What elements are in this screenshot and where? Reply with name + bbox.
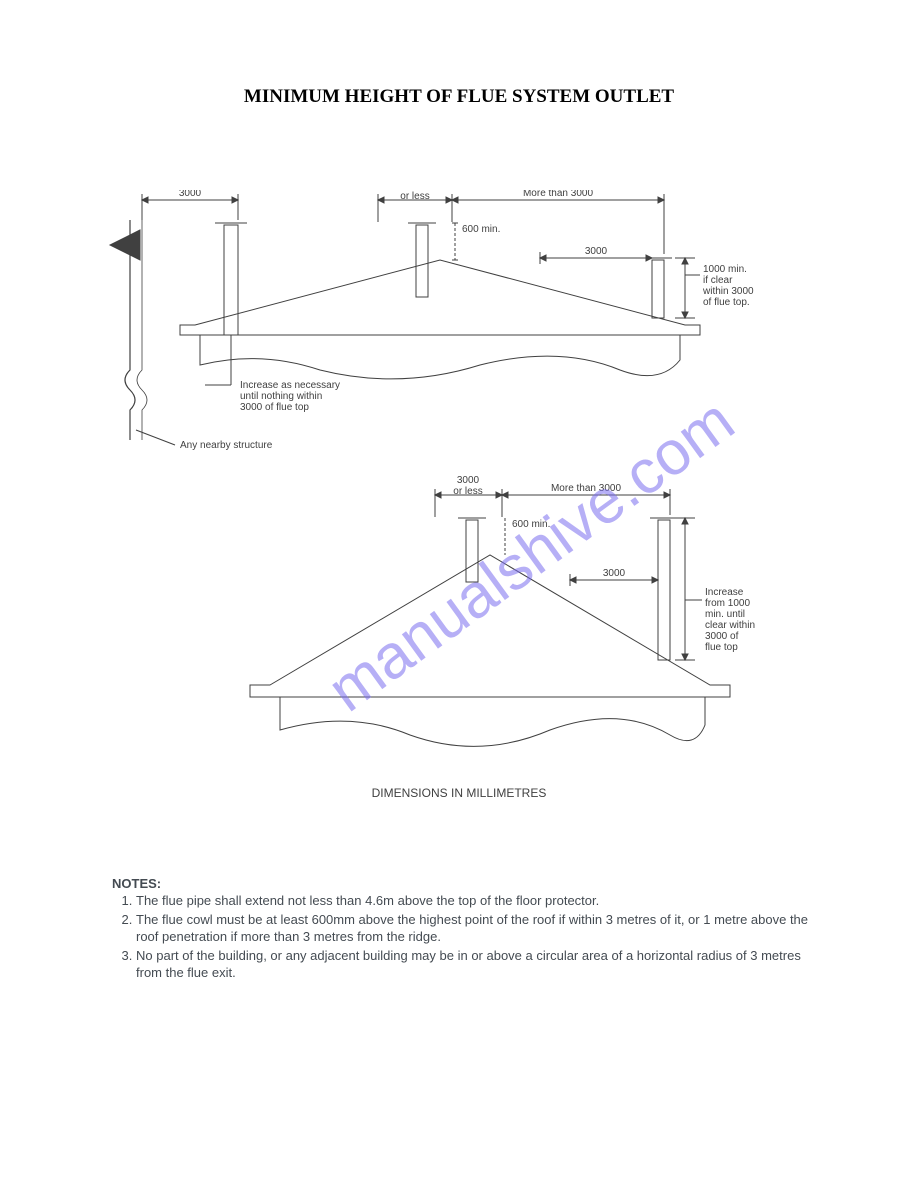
svg-text:3000or less: 3000or less (453, 475, 482, 497)
note-2: The flue cowl must be at least 600mm abo… (136, 912, 812, 946)
d1-dim-3000-left: 3000 (179, 190, 202, 199)
notes-heading: NOTES: (112, 876, 812, 891)
d1-dim-600min: 600 min. (462, 224, 500, 235)
d1-label-1000min: 1000 min.if clearwithin 3000of flue top. (702, 264, 754, 308)
d2-dim-more3000: More than 3000 (551, 483, 621, 494)
note-3: No part of the building, or any adjacent… (136, 948, 812, 982)
notes-section: NOTES: The flue pipe shall extend not le… (112, 876, 812, 983)
page-title: MINIMUM HEIGHT OF FLUE SYSTEM OUTLET (0, 86, 918, 108)
d1-dim-3000-right: 3000 (585, 246, 608, 257)
d1-label-nearby: Any nearby structure (180, 440, 273, 451)
d2-label-increase: Increasefrom 1000min. untilclear within3… (705, 587, 755, 653)
d1-dim-more3000: More than 3000 (523, 190, 593, 199)
dimensions-caption: DIMENSIONS IN MILLIMETRES (0, 786, 918, 800)
d2-dim-600min: 600 min. (512, 519, 550, 530)
d1-label-increase: Increase as necessaryuntil nothing withi… (240, 380, 340, 413)
d2-dim-3000-right: 3000 (603, 568, 626, 579)
flue-diagram: 3000 3000 or lessor less More than 3000 … (100, 190, 820, 780)
note-1: The flue pipe shall extend not less than… (136, 893, 812, 910)
